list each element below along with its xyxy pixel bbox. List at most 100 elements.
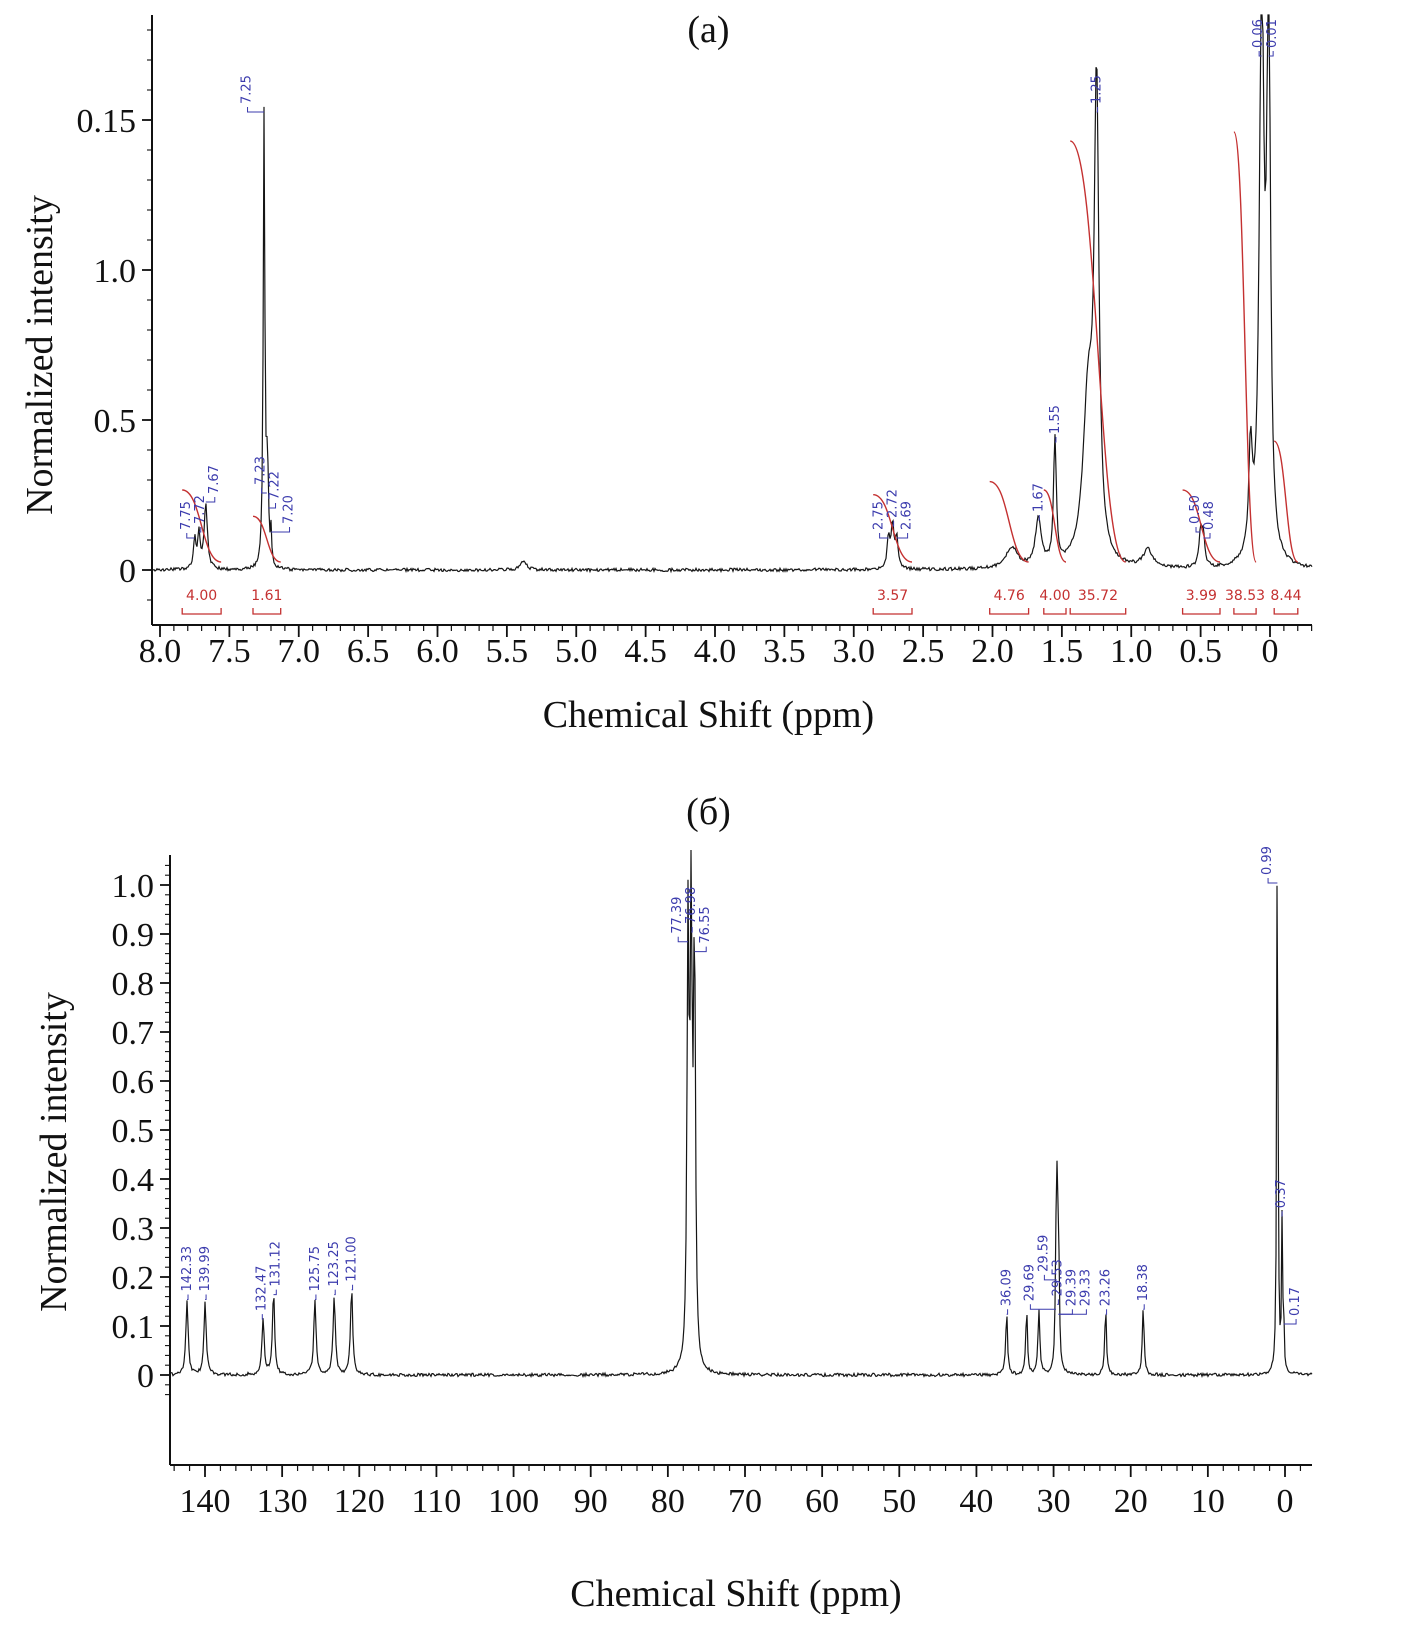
integral-value: 35.72 [1078,588,1118,604]
x-tick-label: 50 [882,1483,916,1520]
integral-curve [1273,440,1299,563]
peak-label-leader [205,497,216,503]
peak-label-leader [261,1314,264,1320]
peak-label-leader [1038,515,1040,521]
peak-label: 7.22 [268,471,283,500]
x-tick-label: 6.0 [416,633,459,670]
peak-label: 123.25 [327,1241,342,1287]
peak-label: 29.53 [1050,1259,1065,1296]
x-tick-label: 110 [412,1483,462,1520]
peak-label: 18.38 [1136,1264,1151,1301]
panel-b-carbon-spectrum: (б) 140 130 120 110 100 90 80 70 60 50 40 30 20 10 0 0 0… [0,760,1417,1642]
x-tick-label: 40 [959,1483,993,1520]
peak-label: 131.12 [268,1241,283,1287]
peak-label: 139.99 [198,1246,213,1292]
peak-label-leader [261,488,267,494]
peak-label-leader [1096,107,1099,113]
x-tick-label: 5.0 [555,633,598,670]
x-tick-label: 60 [805,1483,839,1520]
peak-label-leader [1268,51,1274,57]
x-tick-label: 0 [1262,633,1279,670]
y-tick-label: 0.1 [112,1309,155,1346]
peak-label-leader [247,107,265,113]
y-tick-label: 0.7 [112,1015,155,1052]
peak-label-leader [351,1284,354,1291]
peak-label-leader [1057,1299,1059,1305]
panel-b-xaxis-title: Chemical Shift (ppm) [570,1573,902,1615]
y-tick-label: 0.9 [112,917,155,954]
peak-label: 7.67 [207,465,222,494]
integral-curve [1233,131,1257,563]
integral-bracket [1043,608,1067,615]
x-tick-label: 140 [180,1483,231,1520]
y-tick-label: 1.0 [112,868,155,905]
peak-label-leader [1143,1304,1145,1310]
y-tick-label: 1.0 [94,253,137,290]
x-tick-label: 2.5 [902,633,945,670]
peak-label-leader [1029,1304,1056,1310]
x-tick-label: 5.5 [486,633,529,670]
x-tick-label: 3.0 [833,633,876,670]
peak-label: 76.98 [684,887,699,924]
integral-bracket [1233,608,1257,615]
x-tick-label: 0.5 [1179,633,1222,670]
x-tick-label: 0 [1277,1483,1294,1520]
peak-label: 0.50 [1188,495,1203,524]
spectrum-trace [170,849,1313,1378]
peak-label: 1.55 [1048,405,1063,434]
peak-label-leader [1058,1309,1087,1315]
peak-label: 0.99 [1260,846,1275,875]
integral-value: 4.76 [994,588,1025,604]
x-tick-label: 4.5 [624,633,667,670]
peak-label: 2.75 [872,501,887,530]
peak-label: 29.59 [1036,1235,1051,1272]
x-tick-label: 70 [728,1483,762,1520]
panel-b-title: (б) [686,791,731,833]
peak-label-leader [1267,878,1278,884]
panel-a-yaxis-title: Normalized intensity [19,195,61,515]
integral-bracket [989,608,1030,615]
peak-label-leader [314,1294,317,1300]
x-tick-label: 7.5 [208,633,251,670]
integral-value: 3.57 [877,588,908,604]
integral-curve [873,494,913,563]
peak-label: 7.20 [282,495,297,524]
peak-label: 7.75 [179,501,194,530]
x-tick-label: 1.5 [1041,633,1084,670]
integral-value: 4.00 [186,588,217,604]
integral-curve [989,480,1029,563]
x-tick-label: 8.0 [139,633,182,670]
integral-curve [1043,489,1067,563]
peak-label-leader [1283,1319,1297,1325]
peak-label: 0.48 [1202,501,1217,530]
y-tick-label: 0.2 [112,1260,155,1297]
integral-bracket [872,608,913,615]
peak-label: 1.25 [1090,75,1105,104]
x-tick-label: 90 [574,1483,608,1520]
peak-label-leader [892,521,895,527]
integral-bracket [1181,608,1221,615]
peak-label-leader [1195,527,1201,533]
peak-label-leader [273,1289,277,1296]
integral-curve [252,515,281,563]
peak-label: 7.25 [240,75,255,104]
spectrum-trace [152,14,1313,574]
peak-label-leader [1006,1309,1009,1315]
peak-label-leader [694,946,707,953]
x-tick-label: 120 [334,1483,385,1520]
y-tick-label: 0 [119,553,136,590]
peak-label: 125.75 [308,1246,323,1292]
y-tick-label: 0.15 [77,103,137,140]
peak-label-leader [1258,51,1262,57]
peak-label: 29.33 [1078,1269,1093,1306]
panel-a-plot: 8.0 7.5 7.0 6.5 6.0 5.5 5.0 4.5 4.0 3.5 3.0 2.5 2.0 1… [77,14,1313,670]
peak-label: 36.09 [1000,1269,1015,1306]
integral-bracket [181,608,222,615]
peak-label: 0.06 [1251,19,1266,48]
peak-label: 0.37 [1274,1179,1289,1208]
y-tick-label: 0.4 [112,1162,155,1199]
integral-curve [1069,140,1127,563]
peak-label-leader [896,533,909,539]
x-tick-label: 30 [1037,1483,1071,1520]
peak-label-leader [691,927,693,933]
